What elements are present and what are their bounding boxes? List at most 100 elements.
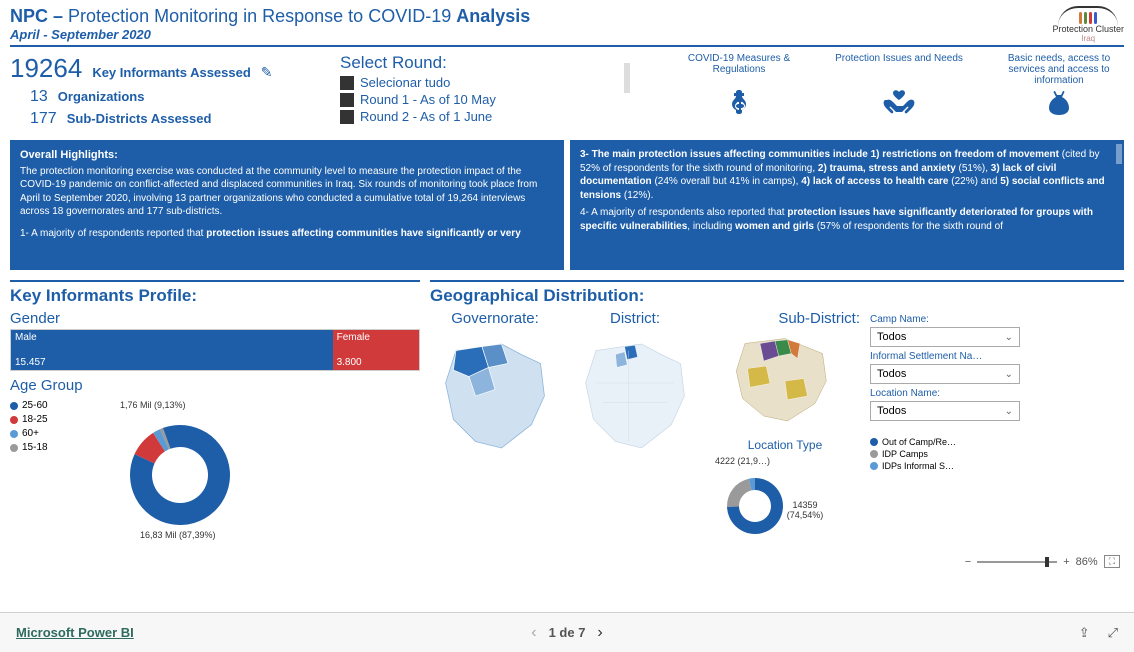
legend-item[interactable]: 15-18 [10, 442, 70, 453]
highlight-body: The protection monitoring exercise was c… [20, 165, 554, 219]
legend-item[interactable]: 25-60 [10, 400, 70, 411]
money-bag-icon [994, 85, 1124, 121]
nav-card-basic-needs[interactable]: Basic needs, access to services and acce… [994, 53, 1124, 132]
round-selector: Select Round: Selecionar tudo Round 1 - … [340, 53, 600, 132]
nav-cards: COVID-19 Measures & Regulations Protecti… [610, 53, 1124, 132]
gender-male-value: 15.457 [15, 357, 329, 368]
fit-page-icon[interactable]: ⛶ [1104, 555, 1120, 568]
title-suffix: Analysis [456, 6, 530, 26]
filter-location-label: Location Name: [870, 388, 1020, 399]
filter-camp-select[interactable]: Todos ⌄ [870, 327, 1020, 347]
zoom-slider[interactable] [977, 561, 1057, 563]
highlights-section: Overall Highlights: The protection monit… [10, 140, 1124, 270]
filter-settlement-select[interactable]: Todos ⌄ [870, 364, 1020, 384]
loc-type-title: Location Type [710, 438, 860, 452]
donut-label-top: 1,76 Mil (9,13%) [120, 400, 186, 410]
chevron-down-icon: ⌄ [1005, 332, 1013, 343]
protection-cluster-logo: Protection Cluster Iraq [1052, 6, 1124, 43]
kpi-section: 19264 Key Informants Assessed ✎ 13 Organ… [10, 53, 330, 132]
edit-icon[interactable]: ✎ [261, 64, 273, 81]
highlight-left: Overall Highlights: The protection monit… [10, 140, 564, 270]
gov-label: Governorate: [430, 310, 560, 327]
round-item-1[interactable]: Round 1 - As of 10 May [340, 92, 600, 107]
report-header: NPC – Protection Monitoring in Response … [10, 6, 1124, 47]
legend-item[interactable]: Out of Camp/Re… [870, 437, 1020, 447]
checkbox-icon [340, 76, 354, 90]
title-prefix: NPC – [10, 6, 68, 26]
legend-item[interactable]: 18-25 [10, 414, 70, 425]
zoom-out-icon[interactable]: − [965, 556, 971, 568]
kpi-informants-value: 19264 [10, 53, 82, 84]
kpi-subd-label: Sub-Districts Assessed [67, 111, 212, 126]
profile-title: Key Informants Profile: [10, 286, 420, 306]
page-indicator: 1 de 7 [549, 625, 586, 640]
next-page-button[interactable]: › [597, 624, 602, 642]
round-title: Select Round: [340, 53, 600, 73]
subd-label: Sub-District: [710, 310, 860, 327]
nav-card-title: Basic needs, access to services and acce… [994, 53, 1124, 79]
round-item-2[interactable]: Round 2 - As of 1 June [340, 109, 600, 124]
loc-type-donut-chart[interactable]: 4222 (21,9…) 14359 (74,54%) [710, 456, 820, 556]
gender-male-label: Male [15, 332, 329, 343]
zoom-control[interactable]: − + 86% ⛶ [965, 555, 1120, 568]
medical-icon [674, 85, 804, 121]
loc-label-a: 4222 (21,9…) [715, 456, 770, 466]
loc-type-legend: Out of Camp/Re… IDP Camps IDPs Informal S… [870, 437, 1020, 471]
filter-value: Todos [877, 405, 906, 417]
nav-card-title: COVID-19 Measures & Regulations [674, 53, 804, 79]
gender-female-label: Female [337, 332, 415, 343]
dist-label: District: [570, 310, 700, 327]
geographical-distribution: Geographical Distribution: Governorate: … [430, 280, 1124, 556]
district-map[interactable]: District: [570, 310, 700, 556]
map-icon [570, 331, 700, 461]
report-title: NPC – Protection Monitoring in Response … [10, 6, 530, 27]
filter-settlement-label: Informal Settlement Na… [870, 351, 1020, 362]
powerbi-brand-link[interactable]: Microsoft Power BI [16, 625, 134, 640]
highlight-p2: 4- A majority of respondents also report… [580, 206, 1114, 233]
logo-sub: Iraq [1052, 34, 1124, 43]
nav-card-covid-measures[interactable]: COVID-19 Measures & Regulations [674, 53, 804, 132]
age-legend: 25-60 18-25 60+ 15-18 [10, 400, 70, 540]
nav-card-title: Protection Issues and Needs [834, 53, 964, 79]
gender-label: Gender [10, 310, 420, 327]
highlight-title: Overall Highlights: [20, 148, 554, 163]
report-subtitle: April - September 2020 [10, 27, 530, 42]
hands-heart-icon [834, 85, 964, 121]
subdistrict-column: Sub-District: Location Type 4222 (21,9…)… [710, 310, 860, 556]
highlight-foot: 1- A majority of respondents reported th… [20, 227, 554, 241]
subdistrict-map[interactable] [720, 331, 850, 431]
scrollbar[interactable] [624, 63, 630, 93]
zoom-in-icon[interactable]: + [1063, 556, 1069, 568]
gender-male-bar: Male 15.457 [11, 330, 333, 370]
round-item-all[interactable]: Selecionar tudo [340, 75, 600, 90]
filter-location-select[interactable]: Todos ⌄ [870, 401, 1020, 421]
gender-bar-chart[interactable]: Male 15.457 Female 3.800 [10, 329, 420, 371]
legend-item[interactable]: 60+ [10, 428, 70, 439]
powerbi-footer: Microsoft Power BI ‹ 1 de 7 › ⇪ ⤢ [0, 612, 1134, 652]
map-icon [430, 331, 560, 461]
governorate-map[interactable]: Governorate: [430, 310, 560, 556]
page-navigator: ‹ 1 de 7 › [531, 624, 603, 642]
gender-female-value: 3.800 [337, 357, 415, 368]
age-donut-chart[interactable]: 1,76 Mil (9,13%) 16,83 Mil (87,39%) [70, 400, 250, 540]
donut-label-bottom: 16,83 Mil (87,39%) [140, 530, 216, 540]
prev-page-button[interactable]: ‹ [531, 624, 536, 642]
chevron-down-icon: ⌄ [1005, 406, 1013, 417]
highlight-p1: 3- The main protection issues affecting … [580, 148, 1114, 202]
round-label: Selecionar tudo [360, 75, 450, 90]
age-label: Age Group [10, 377, 420, 394]
scrollbar[interactable] [1116, 144, 1122, 164]
share-icon[interactable]: ⇪ [1079, 625, 1090, 641]
legend-item[interactable]: IDPs Informal S… [870, 461, 1020, 471]
nav-card-protection-issues[interactable]: Protection Issues and Needs [834, 53, 964, 132]
title-light: Protection Monitoring in Response to COV… [68, 6, 456, 26]
key-informants-profile: Key Informants Profile: Gender Male 15.4… [10, 280, 420, 556]
legend-item[interactable]: IDP Camps [870, 449, 1020, 459]
filter-value: Todos [877, 368, 906, 380]
checkbox-icon [340, 93, 354, 107]
geo-title: Geographical Distribution: [430, 286, 1124, 306]
fullscreen-icon[interactable]: ⤢ [1108, 625, 1118, 641]
filter-value: Todos [877, 331, 906, 343]
gender-female-bar: Female 3.800 [333, 330, 419, 370]
checkbox-icon [340, 110, 354, 124]
